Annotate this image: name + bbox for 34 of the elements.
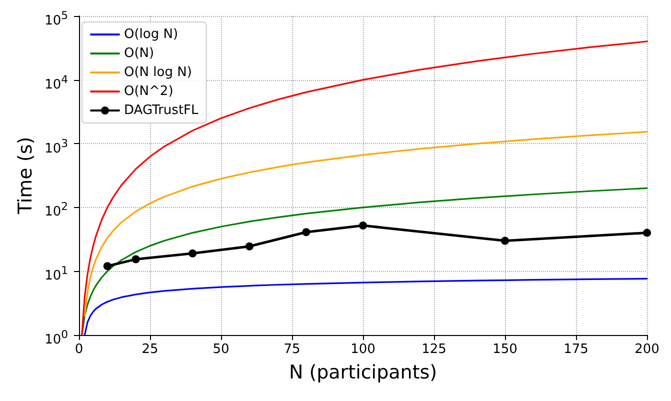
line-series <box>84 131 648 317</box>
legend-label: O(N) <box>124 46 154 61</box>
y-tick-label: 10$^{4}$ <box>44 72 68 94</box>
y-axis-title: Time (s) <box>14 136 36 216</box>
point <box>245 242 254 250</box>
legend-label: O(N log N) <box>124 65 192 80</box>
x-tick-label: 50 <box>212 342 230 357</box>
point <box>501 236 509 245</box>
point <box>188 249 197 258</box>
y-tick-label: 10$^{1}$ <box>44 263 68 286</box>
point <box>103 262 112 270</box>
x-tick-label: 150 <box>492 342 518 357</box>
x-tick-label: 0 <box>74 342 84 357</box>
x-tick-label: 25 <box>142 342 158 357</box>
legend-label: DAGTrustFL <box>124 103 200 118</box>
point <box>359 222 367 230</box>
legend-label: O(log N) <box>124 27 178 42</box>
x-tick-label: 200 <box>634 342 660 357</box>
line-series <box>81 40 648 336</box>
y-tick-label: 10$^{0}$ <box>44 327 68 350</box>
x-axis-title: N (participants) <box>288 362 438 384</box>
point <box>302 228 310 236</box>
line-series <box>81 187 648 336</box>
legend-label: O(N^2) <box>124 84 174 99</box>
x-tick-label: 175 <box>564 342 588 357</box>
y-tick-label: 10$^{2}$ <box>44 199 68 222</box>
point <box>132 255 140 264</box>
line-series <box>84 278 648 336</box>
x-tick-label: 125 <box>422 342 446 357</box>
y-tick-label: 10$^{3}$ <box>44 136 68 158</box>
point <box>643 228 651 237</box>
x-tick-label: 75 <box>284 342 300 357</box>
y-tick-label: 10$^{5}$ <box>44 8 68 30</box>
x-tick-label: 100 <box>350 342 376 357</box>
